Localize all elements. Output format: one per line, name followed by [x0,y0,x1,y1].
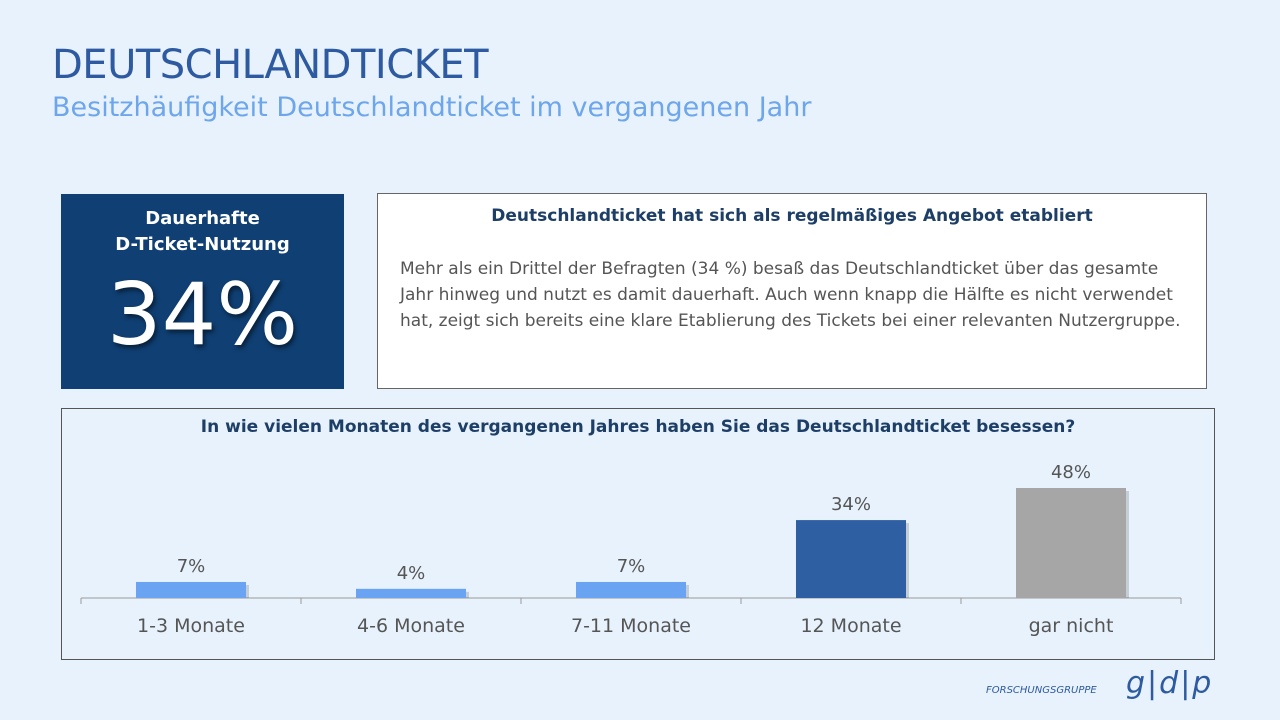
data-label: 48% [1051,462,1091,483]
bar [576,581,686,598]
data-label: 7% [617,556,646,577]
bar [796,520,906,598]
category-label: 4-6 Monate [357,615,465,637]
bar-chart: 7% 1-3 Monate 4% 4-6 Monate 7% 7-11 Monate 34%… [80,462,1182,637]
data-label: 4% [397,563,426,584]
page-title: DEUTSCHLANDTICKET [52,42,489,88]
page-subtitle: Besitzhäufigkeit Deutschlandticket im ve… [52,92,812,123]
category-label: gar nicht [1029,615,1114,637]
logo-text: FORSCHUNGSGRUPPE [986,685,1097,696]
kpi-card: Dauerhafte D-Ticket-Nutzung 34% [61,194,344,389]
bar [136,581,246,598]
summary-heading: Deutschlandticket hat sich als regelmäßi… [491,206,1093,226]
chart-box: In wie vielen Monaten des vergangenen Ja… [61,408,1215,660]
bar [356,588,466,598]
kpi-label-line2: D-Ticket-Nutzung [115,234,290,255]
bar [1016,488,1126,598]
category-label: 7-11 Monate [571,615,691,637]
chart-title: In wie vielen Monaten des vergangenen Ja… [200,417,1076,437]
kpi-value: 34% [106,265,299,365]
category-label: 12 Monate [800,615,901,637]
category-label: 1-3 Monate [137,615,245,637]
kpi-label: Dauerhafte D-Ticket-Nutzung [61,206,344,258]
summary-body: Mehr als ein Drittel der Befragten (34 %… [400,259,1181,331]
summary-box: Deutschlandticket hat sich als regelmäßi… [377,193,1207,389]
logo-mark: g|d|p [1126,666,1214,701]
data-label: 34% [831,494,871,515]
kpi-label-line1: Dauerhafte [145,208,260,229]
data-label: 7% [177,556,206,577]
